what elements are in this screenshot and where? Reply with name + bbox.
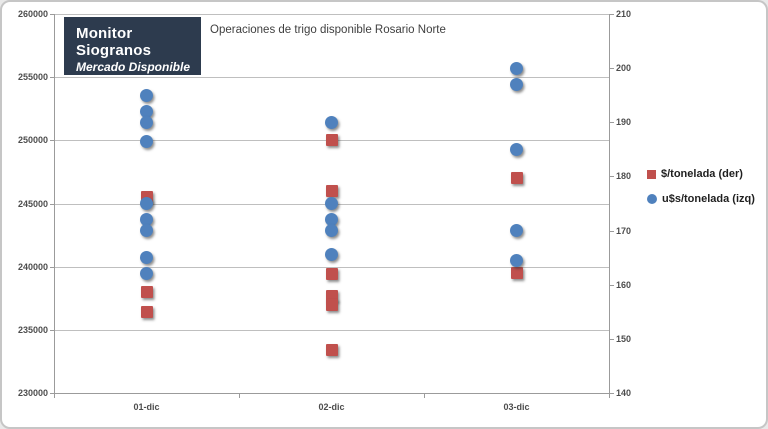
x-axis-category-label: 03-dic	[503, 402, 530, 412]
y-axis-left-tick	[50, 140, 54, 142]
branding-title: Monitor Siogranos	[76, 25, 152, 59]
x-axis-category-label: 01-dic	[133, 402, 160, 412]
data-point-usd	[325, 248, 338, 262]
y-axis-right-tick	[610, 338, 614, 340]
data-point-usd	[510, 224, 523, 238]
data-point-usd	[325, 115, 338, 129]
y-axis-right-tick	[610, 14, 614, 15]
data-point-pesos	[140, 306, 153, 319]
data-point-usd	[140, 104, 153, 118]
y-axis-left-tick	[50, 266, 54, 268]
x-axis-tick	[239, 393, 240, 398]
data-point-usd	[510, 142, 523, 156]
y-axis-left-tick-label: 255000	[17, 72, 48, 83]
y-axis-left-tick-label: 260000	[17, 9, 48, 19]
gridline	[54, 266, 609, 268]
y-axis-left-tick	[50, 14, 54, 15]
x-axis-tick	[609, 393, 610, 398]
x-axis	[54, 393, 610, 394]
data-point-pesos	[510, 172, 523, 185]
y-axis-right-tick-label: 140	[616, 388, 632, 398]
blue-circle-icon	[647, 194, 657, 204]
data-point-pesos	[325, 134, 338, 147]
y-axis-right-tick-label: 170	[616, 225, 632, 236]
legend: $/tonelada (der) u$s/tonelada (izq)	[647, 168, 755, 218]
y-axis-right-tick	[610, 176, 614, 178]
data-point-usd	[140, 115, 153, 129]
data-point-pesos	[140, 285, 153, 298]
x-axis-tick	[424, 393, 425, 398]
legend-label: u$s/tonelada (izq)	[662, 193, 755, 205]
data-point-usd	[325, 197, 338, 210]
y-axis-left-tick	[50, 77, 54, 79]
y-axis-right-tick	[610, 393, 614, 394]
y-axis-right-tick-label: 160	[616, 279, 632, 290]
data-point-usd	[510, 253, 523, 267]
y-axis-left-tick	[50, 393, 54, 394]
data-point-pesos	[325, 184, 338, 197]
branding-subtitle: Mercado Disponible	[76, 60, 191, 74]
data-point-usd	[140, 224, 153, 238]
y-axis-left-tick-label: 250000	[17, 135, 48, 146]
y-axis-left-tick-label: 230000	[17, 388, 48, 398]
x-axis-tick	[54, 393, 55, 398]
data-point-pesos	[325, 268, 338, 281]
gridline	[54, 14, 609, 15]
data-point-usd	[510, 61, 523, 75]
data-point-usd	[140, 134, 153, 148]
y-axis-left-tick-label: 240000	[17, 261, 48, 272]
data-point-usd	[140, 88, 153, 102]
branding-box: Monitor Siogranos Mercado Disponible	[64, 17, 201, 75]
data-point-pesos	[325, 298, 338, 311]
data-point-pesos	[510, 266, 523, 279]
y-axis-right-tick-label: 210	[616, 9, 632, 19]
x-axis-category-label: 02-dic	[318, 402, 345, 412]
data-point-usd	[140, 213, 153, 227]
data-point-usd	[140, 251, 153, 265]
y-axis-right-tick	[610, 68, 614, 70]
y-axis-right-tick-label: 180	[616, 171, 632, 182]
y-axis-left-tick	[50, 329, 54, 331]
data-point-usd	[510, 77, 523, 91]
legend-item-pesos: $/tonelada (der)	[647, 168, 755, 180]
data-point-usd	[325, 224, 338, 238]
data-point-usd	[140, 267, 153, 281]
y-axis-right-tick-label: 190	[616, 117, 632, 128]
y-axis-right-tick	[610, 284, 614, 286]
y-axis-left-tick	[50, 203, 54, 205]
legend-item-dolares: u$s/tonelada (izq)	[647, 193, 755, 205]
legend-label: $/tonelada (der)	[661, 168, 743, 180]
y-axis-right-tick	[610, 230, 614, 232]
y-axis-right-tick	[610, 122, 614, 124]
data-point-usd	[325, 213, 338, 227]
data-point-usd	[140, 197, 153, 210]
chart-title: Operaciones de trigo disponible Rosario …	[210, 24, 446, 36]
y-axis-left-tick-label: 235000	[17, 324, 48, 335]
gridline	[54, 77, 609, 79]
red-square-icon	[647, 169, 656, 179]
gridline	[54, 329, 609, 331]
y-axis-left	[54, 14, 55, 393]
y-axis-right-tick-label: 150	[616, 333, 632, 344]
data-point-pesos	[325, 344, 338, 357]
y-axis-right	[609, 14, 610, 393]
y-axis-left-tick-label: 245000	[17, 198, 48, 209]
y-axis-right-tick-label: 200	[616, 63, 632, 74]
